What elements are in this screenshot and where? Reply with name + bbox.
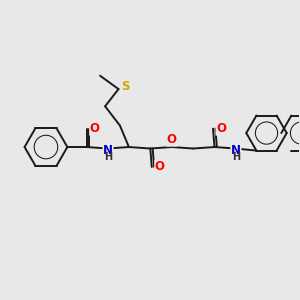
Text: O: O	[90, 122, 100, 135]
Text: H: H	[104, 152, 112, 162]
Text: O: O	[155, 160, 165, 173]
Text: N: N	[103, 143, 113, 157]
Text: S: S	[121, 80, 129, 93]
Text: O: O	[216, 122, 226, 135]
Text: N: N	[231, 143, 241, 157]
Text: O: O	[167, 133, 177, 146]
Text: H: H	[232, 152, 240, 162]
